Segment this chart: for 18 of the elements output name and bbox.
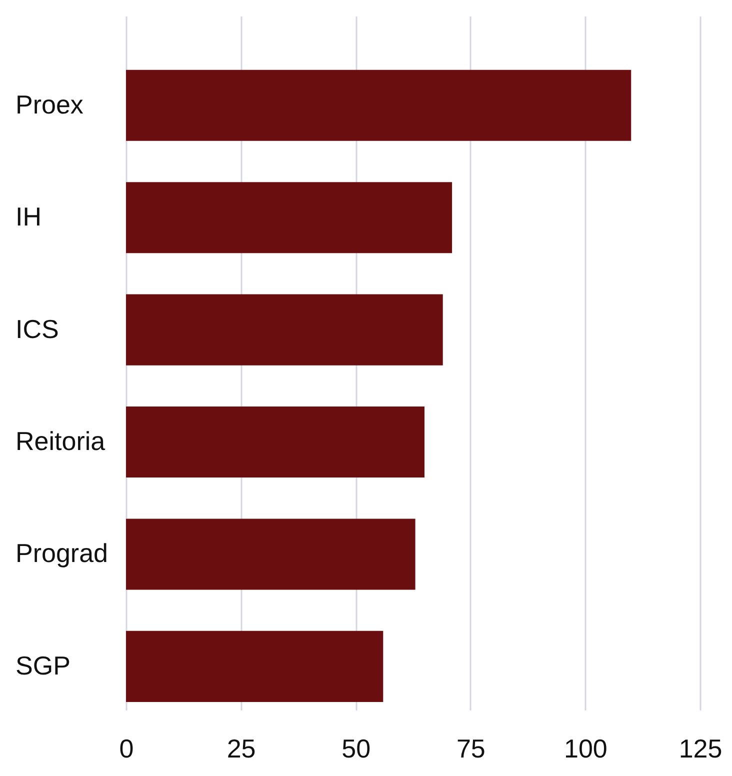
bar xyxy=(126,630,384,702)
x-tick-label: 75 xyxy=(456,734,486,764)
y-tick-label: ICS xyxy=(16,314,59,344)
x-tick-label: 0 xyxy=(119,734,134,764)
bar xyxy=(126,406,424,478)
x-tick-label: 125 xyxy=(678,734,722,764)
x-tick-label: 25 xyxy=(226,734,256,764)
bar xyxy=(126,182,452,254)
y-tick-label: SGP xyxy=(16,650,70,680)
y-tick-label: Prograd xyxy=(16,538,108,568)
y-tick-label: IH xyxy=(16,202,42,232)
bar xyxy=(126,294,443,366)
x-tick-label: 50 xyxy=(342,734,371,764)
y-tick-label: Reitoria xyxy=(16,426,106,456)
y-tick-label: Proex xyxy=(16,89,84,120)
bar xyxy=(126,518,416,590)
x-tick-label: 100 xyxy=(564,734,608,764)
bar xyxy=(126,70,632,141)
